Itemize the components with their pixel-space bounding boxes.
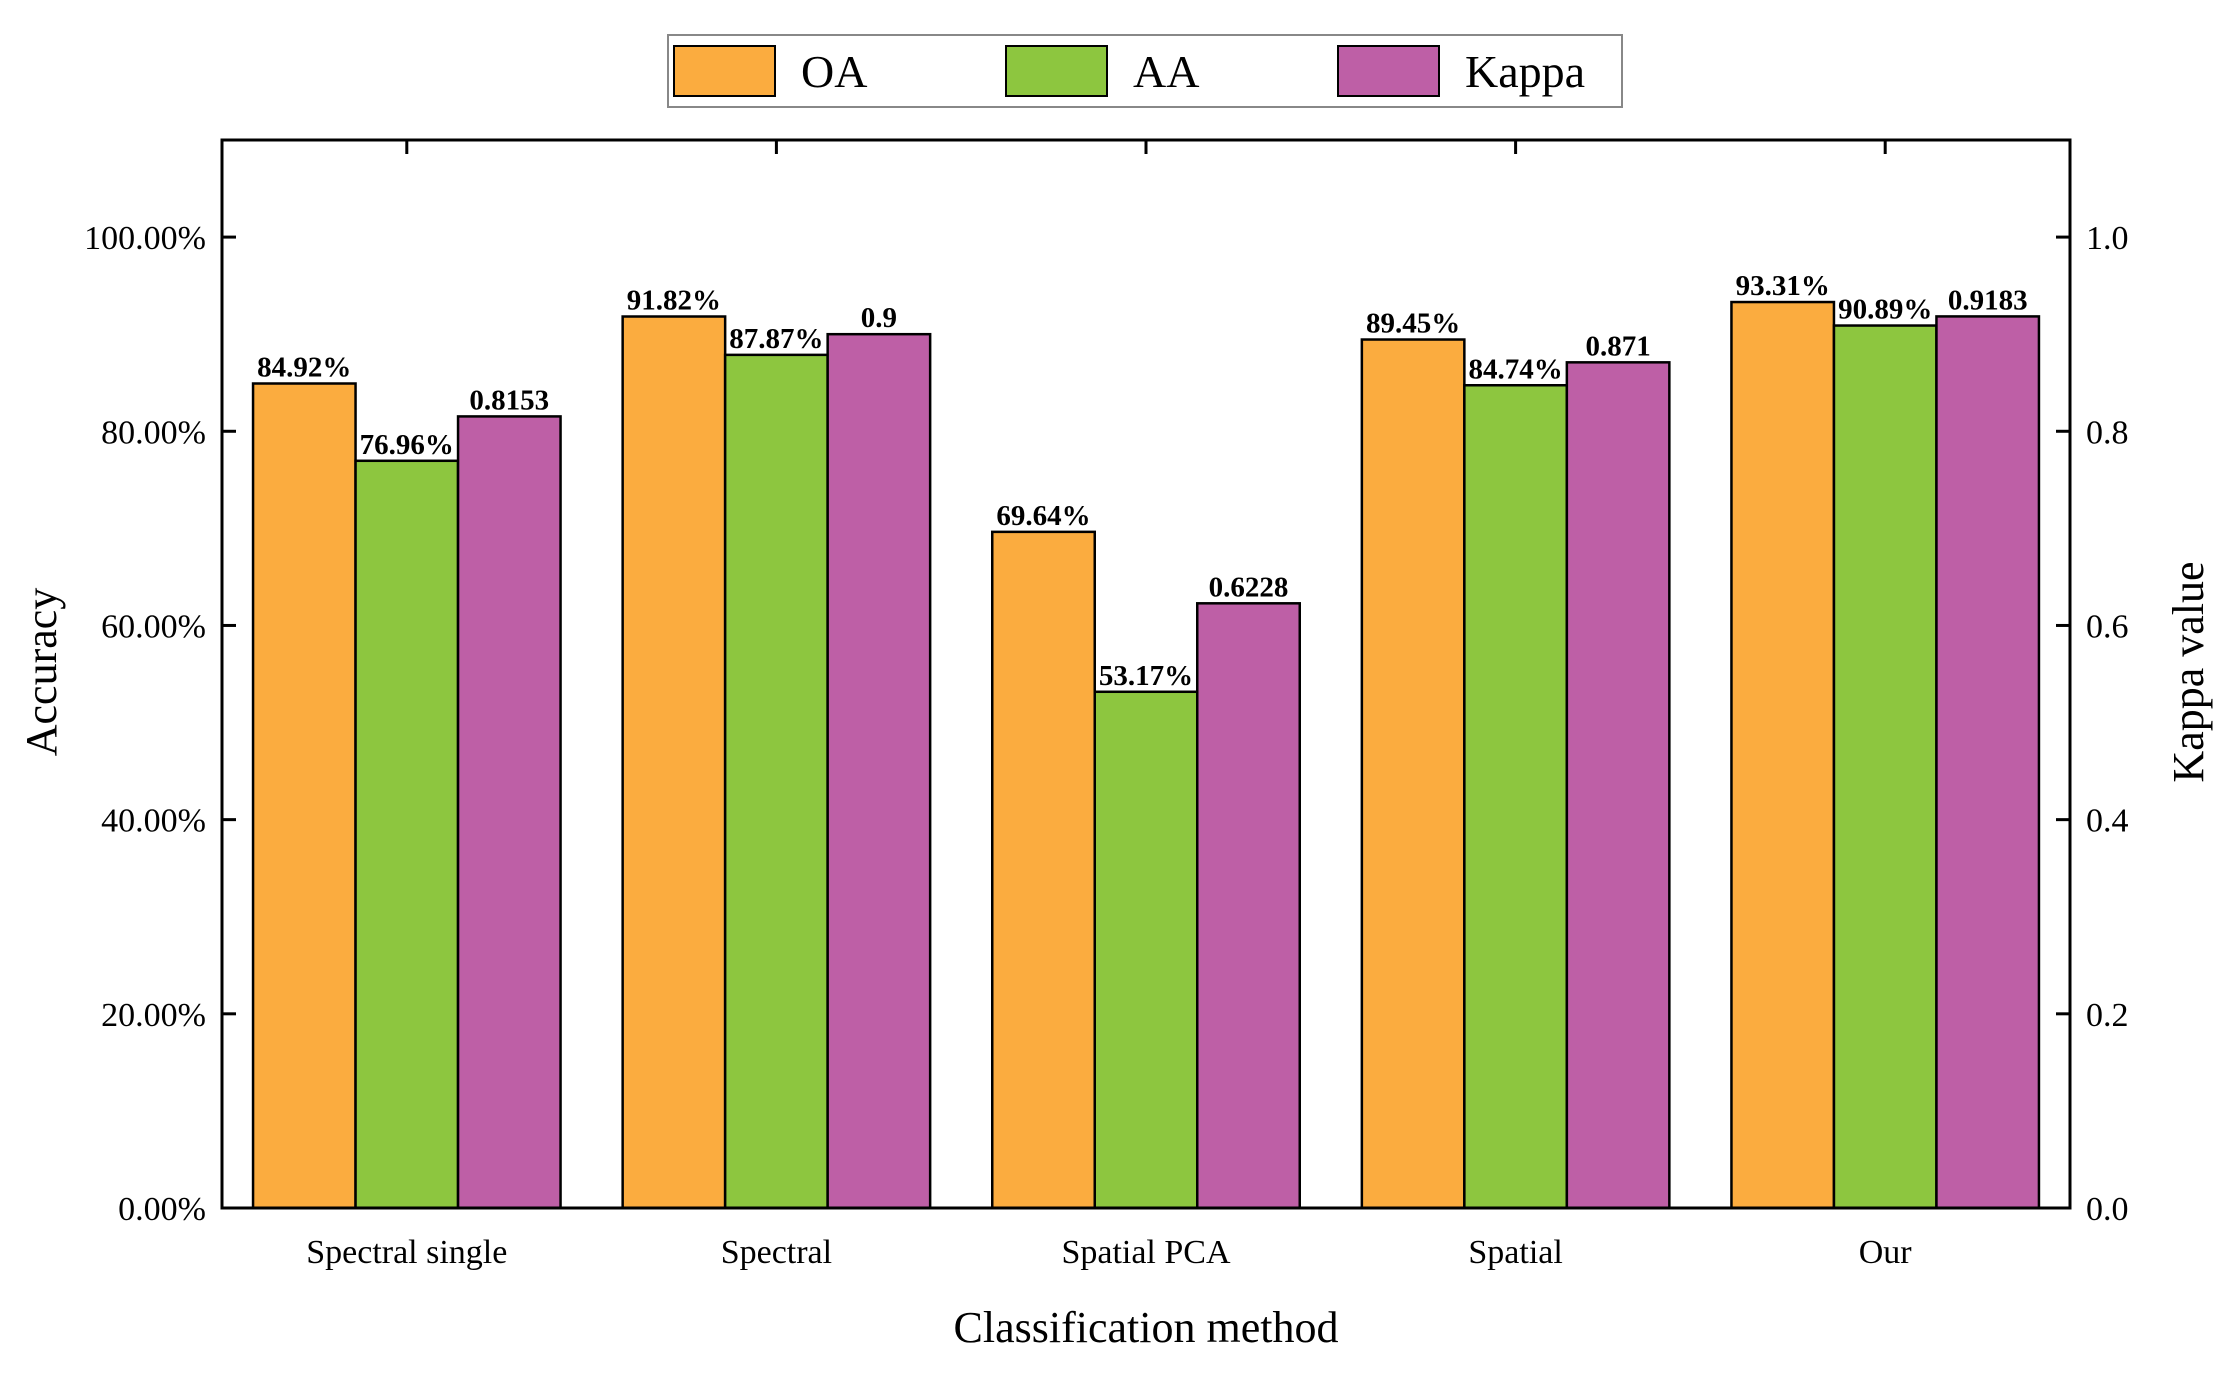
y2-axis-title: Kappa value: [2164, 561, 2213, 782]
data-label: 0.871: [1585, 330, 1650, 362]
bar-aa-2: [1093, 690, 1199, 1210]
data-label: 0.6228: [1209, 571, 1289, 603]
legend-swatch-kappa: [1337, 45, 1440, 97]
bar-oa-3: [1360, 338, 1466, 1210]
data-label: 84.92%: [257, 352, 351, 384]
x-axis-title: Classification method: [954, 1303, 1339, 1352]
bar-kappa-3: [1565, 361, 1671, 1210]
data-label: 76.96%: [360, 429, 454, 461]
y2-tick-label: 0.6: [2086, 608, 2129, 645]
bar-kappa-4: [1935, 315, 2041, 1210]
bar-aa-3: [1463, 384, 1569, 1210]
bar-oa-0: [251, 382, 357, 1210]
y-tick-label: 80.00%: [101, 414, 206, 451]
bar-kappa-1: [826, 332, 932, 1210]
y-tick-label: 0.00%: [118, 1191, 206, 1228]
bar-oa-2: [991, 530, 1096, 1210]
bar-aa-1: [723, 353, 829, 1210]
legend-box: [667, 34, 1623, 108]
bar-oa-1: [621, 315, 727, 1210]
y-tick-label: 40.00%: [101, 803, 206, 840]
x-tick-label: Spectral: [721, 1234, 832, 1271]
y2-tick-label: 0.2: [2086, 997, 2129, 1034]
bar-aa-4: [1832, 324, 1938, 1210]
plot-frame: [220, 138, 2072, 1210]
y2-tick-label: 1.0: [2086, 220, 2129, 257]
bar-aa-0: [354, 459, 460, 1210]
data-label: 69.64%: [996, 500, 1090, 532]
y-tick-label: 100.00%: [84, 220, 206, 257]
legend-label-kappa: Kappa: [1465, 46, 1585, 97]
data-label: 0.8153: [469, 384, 549, 416]
y2-tick-label: 0.8: [2086, 414, 2129, 451]
data-label: 0.9183: [1948, 284, 2028, 316]
y2-tick-label: 0.4: [2086, 803, 2129, 840]
data-label: 53.17%: [1099, 660, 1193, 692]
plot-area: 0.00% 20.00% 40.00% 60.00% 80.00% 100.00% 0.0 0…: [84, 140, 2129, 1271]
legend: OA AA Kappa: [667, 34, 1623, 108]
x-tick-label: Spectral single: [306, 1234, 507, 1271]
data-label: 91.82%: [627, 285, 721, 317]
legend-label-aa: AA: [1133, 46, 1199, 97]
data-label: 90.89%: [1838, 294, 1932, 326]
legend-swatch-oa: [673, 45, 776, 97]
data-label: 0.9: [861, 302, 897, 334]
bar-oa-4: [1730, 300, 1836, 1210]
x-tick-label: Our: [1859, 1234, 1913, 1271]
y-tick-label: 60.00%: [101, 608, 206, 645]
data-label: 89.45%: [1366, 308, 1460, 340]
bar-kappa-0: [456, 415, 562, 1210]
x-tick-label: Spatial: [1468, 1234, 1562, 1271]
data-label: 87.87%: [729, 323, 823, 355]
legend-swatch-aa: [1005, 45, 1108, 97]
y-axis-title: Accuracy: [17, 588, 66, 757]
y2-tick-label: 0.0: [2086, 1191, 2129, 1228]
x-tick-label: Spatial PCA: [1061, 1234, 1231, 1271]
data-label: 93.31%: [1736, 270, 1830, 302]
y-tick-label: 20.00%: [101, 997, 206, 1034]
legend-label-oa: OA: [801, 46, 867, 97]
bar-kappa-2: [1196, 602, 1301, 1210]
data-label: 84.74%: [1468, 353, 1562, 385]
